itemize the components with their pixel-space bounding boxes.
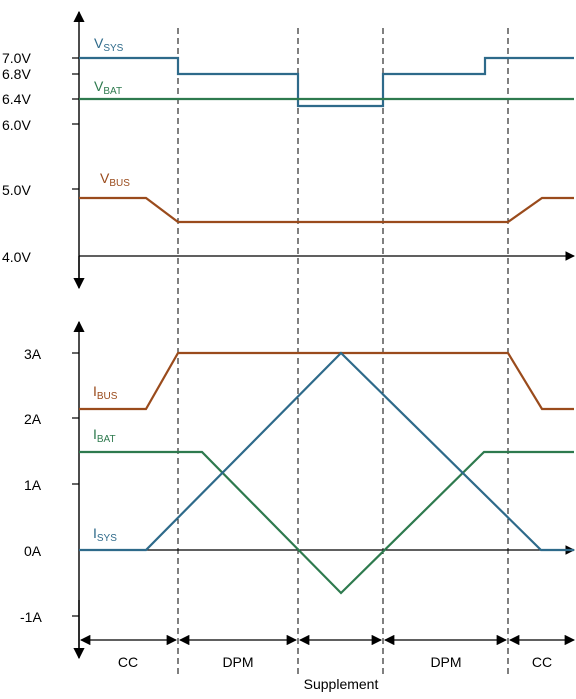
vbus-label: VBUS <box>100 170 130 189</box>
tick-label-3a: 3A <box>24 346 42 362</box>
ibus-trace <box>79 351 574 411</box>
phase-label-dpm-2: DPM <box>430 654 461 670</box>
tick-label-5v: 5.0V <box>2 182 31 198</box>
vbat-label: VBAT <box>94 78 122 97</box>
vsys-trace <box>79 56 574 108</box>
tick-label-neg1a: -1A <box>20 609 42 625</box>
tick-label-0a: 0A <box>24 543 42 559</box>
ibat-trace <box>79 450 574 595</box>
tick-label-2a: 2A <box>24 411 42 427</box>
ibat-label: IBAT <box>93 426 116 445</box>
vbus-trace <box>79 196 574 224</box>
current-traces <box>79 351 574 595</box>
tick-label-4v: 4.0V <box>2 249 31 265</box>
current-axes: 3A 2A 1A 0A -1A <box>20 320 575 660</box>
ibus-label: IBUS <box>93 383 118 402</box>
phase-label-supplement: Supplement <box>304 676 379 692</box>
isys-trace <box>79 351 574 552</box>
tick-label-6-4v: 6.4V <box>2 91 31 107</box>
isys-label: ISYS <box>93 525 117 544</box>
tick-label-6-8v: 6.8V <box>2 66 31 82</box>
phase-label-cc-1: CC <box>118 654 138 670</box>
vsys-label: VSYS <box>94 35 124 54</box>
tick-label-6v: 6.0V <box>2 117 31 133</box>
phase-label-dpm-1: DPM <box>222 654 253 670</box>
tick-label-1a: 1A <box>24 477 42 493</box>
tick-label-7v: 7.0V <box>2 50 31 66</box>
phase-boundaries <box>177 28 509 675</box>
voltage-axes: 7.0V 6.8V 6.4V 6.0V 5.0V 4.0V <box>2 10 575 290</box>
voltage-traces <box>79 56 574 224</box>
phase-label-cc-2: CC <box>532 654 552 670</box>
